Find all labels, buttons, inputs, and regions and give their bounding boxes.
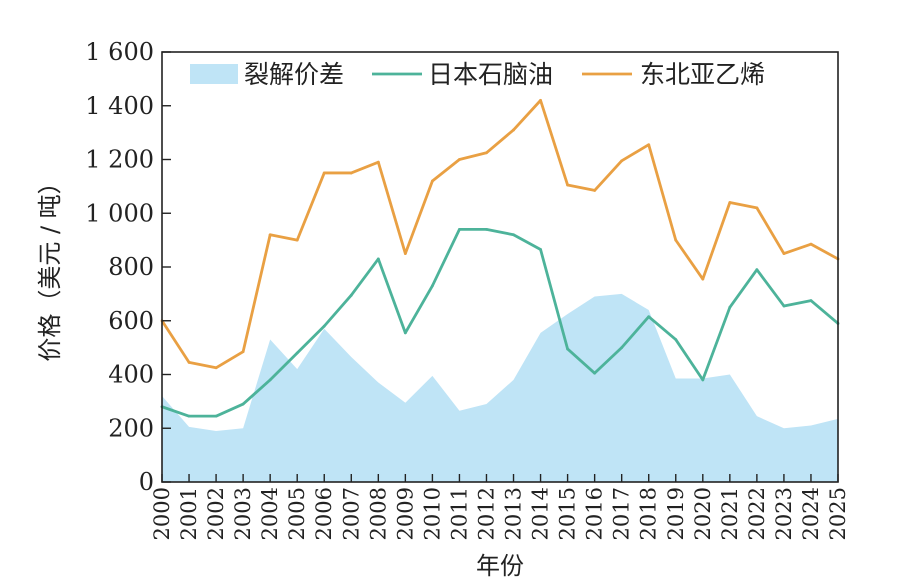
data-point	[539, 248, 542, 251]
data-point	[376, 160, 380, 164]
data-point	[187, 361, 191, 364]
data-point	[620, 159, 624, 163]
x-tick-label: 2017	[610, 487, 634, 540]
data-point	[782, 252, 786, 255]
data-point	[214, 414, 218, 418]
y-tick-label: 1 000	[85, 199, 154, 227]
x-tick-label: 2016	[583, 487, 607, 540]
y-tick-label: 800	[108, 253, 154, 281]
data-point	[241, 350, 245, 354]
data-point	[620, 346, 624, 350]
x-tick-label: 2009	[393, 487, 417, 540]
y-tick-label: 0	[139, 468, 154, 496]
data-point	[322, 171, 326, 175]
data-point	[431, 179, 434, 183]
data-point	[647, 143, 651, 147]
x-tick-label: 2003	[231, 487, 255, 540]
y-tick-label: 1 600	[85, 38, 154, 66]
x-tick-label: 2001	[177, 487, 201, 540]
data-point	[322, 324, 326, 328]
data-point	[349, 171, 353, 175]
y-axis: 0 200 400 600 800 1 000 1 200 1 400 1 600	[85, 38, 171, 496]
data-point	[431, 284, 434, 288]
y-tick-label: 1 400	[85, 92, 154, 120]
data-point	[593, 189, 597, 192]
x-tick-label: 2010	[420, 487, 444, 540]
data-point	[674, 238, 678, 242]
data-point	[295, 238, 299, 242]
x-tick-label: 2004	[258, 487, 282, 540]
x-tick-label: 2014	[529, 487, 553, 540]
x-tick-label: 2011	[447, 487, 471, 540]
x-tick-label: 2013	[502, 487, 526, 540]
legend: 裂解价差 日本石脑油 东北亚乙烯	[190, 60, 765, 89]
x-tick-label: 2007	[339, 487, 363, 540]
x-tick-label: 2021	[718, 487, 742, 540]
data-point	[268, 233, 272, 237]
x-tick-label: 2018	[637, 487, 661, 540]
data-point	[403, 331, 407, 335]
data-point	[701, 277, 705, 281]
data-point	[214, 366, 218, 370]
data-point	[809, 242, 813, 246]
data-point	[539, 98, 542, 102]
x-tick-label: 2000	[150, 487, 174, 540]
legend-label: 日本石脑油	[428, 60, 553, 89]
series-area-0	[162, 293, 838, 482]
x-axis-title: 年份	[476, 552, 524, 580]
data-point	[782, 304, 786, 308]
y-tick-label: 1 200	[85, 146, 154, 174]
y-axis-title: 价格（美元 / 吨）	[36, 170, 64, 361]
data-point	[268, 378, 272, 382]
x-tick-label: 2006	[312, 487, 336, 540]
data-point	[241, 402, 245, 406]
data-point	[458, 158, 461, 161]
data-point	[512, 128, 515, 132]
line-layer	[160, 98, 840, 418]
x-tick-label: 2005	[285, 487, 309, 540]
data-point	[674, 338, 678, 341]
data-point	[728, 201, 732, 204]
data-point	[647, 315, 651, 319]
x-tick-label: 2008	[366, 487, 390, 540]
data-point	[566, 183, 569, 187]
x-tick-label: 2015	[556, 487, 580, 540]
data-point	[485, 227, 488, 231]
data-point	[187, 414, 191, 418]
legend-swatch	[190, 64, 238, 84]
y-tick-label: 200	[108, 414, 154, 442]
series-line-1	[161, 227, 839, 418]
y-tick-label: 600	[108, 307, 154, 335]
data-point	[809, 299, 813, 302]
x-tick-label: 2012	[474, 487, 498, 540]
x-tick-label: 2024	[799, 487, 823, 540]
data-point	[755, 206, 759, 210]
data-point	[566, 347, 569, 351]
x-tick-label: 2023	[772, 487, 796, 540]
data-point	[701, 378, 705, 382]
legend-label: 裂解价差	[244, 60, 344, 89]
x-tick-label: 2022	[745, 487, 769, 540]
data-point	[512, 233, 515, 237]
x-tick-label: 2019	[664, 487, 688, 540]
data-point	[376, 257, 380, 261]
data-point	[593, 371, 597, 375]
data-point	[403, 252, 407, 255]
x-axis: 2000 2001 2002 2003 2004 2005 2006 2007 2008 2009…	[150, 474, 850, 540]
data-point	[349, 293, 353, 297]
data-point	[295, 351, 299, 355]
x-tick-label: 2002	[204, 487, 228, 540]
area-layer	[162, 293, 838, 482]
data-point	[458, 227, 461, 231]
y-tick-label: 400	[108, 361, 154, 389]
x-tick-label: 2025	[826, 487, 850, 540]
data-point	[755, 268, 759, 272]
data-point	[728, 305, 732, 309]
legend-label: 东北亚乙烯	[640, 60, 765, 89]
series-line-2	[160, 98, 839, 370]
x-tick-label: 2020	[691, 487, 715, 540]
data-point	[485, 151, 488, 155]
